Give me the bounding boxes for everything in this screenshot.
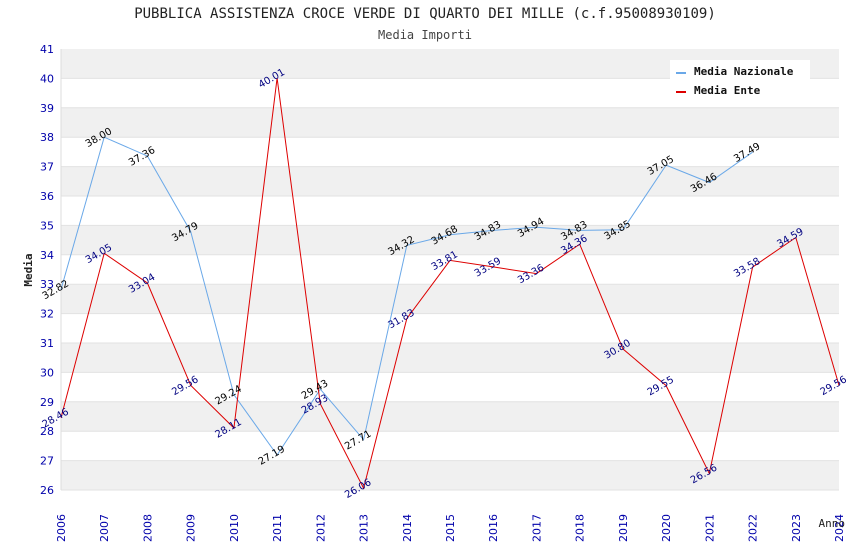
grid-band xyxy=(61,166,839,196)
y-tick-label: 34 xyxy=(40,249,54,262)
x-axis-label: Anno xyxy=(819,517,846,530)
grid-band xyxy=(61,460,839,490)
y-tick-label: 26 xyxy=(40,484,54,497)
x-tick-label: 2013 xyxy=(358,514,371,542)
x-tick-label: 2015 xyxy=(444,514,457,542)
grid-band xyxy=(61,431,839,461)
grid-band xyxy=(61,343,839,373)
y-tick-label: 30 xyxy=(40,366,54,379)
grid-band xyxy=(61,137,839,167)
x-tick-label: 2021 xyxy=(703,514,716,542)
x-tick-label: 2022 xyxy=(747,514,760,542)
y-tick-label: 28 xyxy=(40,425,54,438)
chart-title: PUBBLICA ASSISTENZA CROCE VERDE DI QUART… xyxy=(134,6,716,22)
series-lines xyxy=(60,78,840,490)
y-tick-label: 35 xyxy=(40,219,54,232)
x-tick-label: 2010 xyxy=(228,514,241,542)
legend-label-media-ente: Media Ente xyxy=(694,84,761,97)
grid-band xyxy=(61,107,839,138)
chart-subtitle: Media Importi xyxy=(378,28,472,42)
y-tick-label: 40 xyxy=(40,72,54,85)
x-tick-label: 2007 xyxy=(98,514,111,542)
x-tick-label: 2018 xyxy=(574,514,587,542)
legend: Media Nazionale Media Ente xyxy=(670,60,810,100)
x-tick-label: 2006 xyxy=(55,514,68,542)
x-tick-label: 2019 xyxy=(617,514,630,542)
x-tick-label: 2014 xyxy=(401,514,414,542)
series-line-media-nazionale xyxy=(60,136,753,456)
x-tick-label: 2016 xyxy=(487,514,500,542)
x-tick-label: 2011 xyxy=(271,514,284,542)
grid-band xyxy=(61,225,839,255)
y-axis-label: Media xyxy=(22,253,35,286)
grid-band xyxy=(61,401,839,432)
y-tick-label: 27 xyxy=(40,455,54,468)
y-axis-ticks: 26 27 28 29 30 31 32 33 34 35 36 37 38 39 40 41 xyxy=(40,43,54,497)
grid-band xyxy=(61,196,839,226)
grid-band xyxy=(61,313,839,343)
legend-background xyxy=(670,60,810,100)
series-line-media-ente xyxy=(60,78,840,490)
x-tick-label: 2020 xyxy=(660,514,673,542)
legend-label-media-nazionale: Media Nazionale xyxy=(694,65,794,78)
grid-band xyxy=(61,284,839,314)
y-tick-label: 31 xyxy=(40,337,54,350)
y-tick-label: 36 xyxy=(40,190,54,203)
x-tick-label: 2023 xyxy=(790,514,803,542)
x-tick-label: 2012 xyxy=(314,514,327,542)
y-tick-label: 41 xyxy=(40,43,54,56)
y-tick-label: 37 xyxy=(40,161,54,174)
grid-band xyxy=(61,372,839,402)
x-tick-label: 2024 xyxy=(833,514,846,542)
y-tick-label: 33 xyxy=(40,278,54,291)
y-tick-label: 38 xyxy=(40,131,54,144)
x-tick-label: 2017 xyxy=(530,514,543,542)
y-tick-label: 29 xyxy=(40,396,54,409)
y-tick-label: 39 xyxy=(40,102,54,115)
x-tick-label: 2009 xyxy=(185,514,198,542)
y-tick-label: 32 xyxy=(40,308,54,321)
grid-bands xyxy=(61,49,839,491)
x-tick-label: 2008 xyxy=(141,514,154,542)
grid-band xyxy=(61,254,839,285)
x-axis-ticks: 2006 2007 2008 2009 2010 2011 2012 2013 2014 2015… xyxy=(55,514,846,542)
